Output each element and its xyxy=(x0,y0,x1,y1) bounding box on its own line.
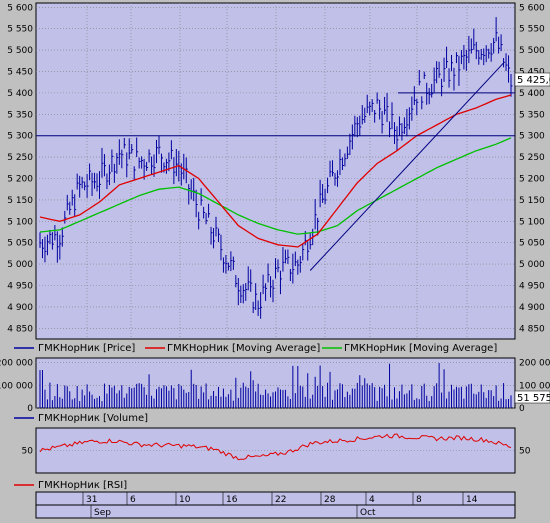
ma-fast-line xyxy=(39,94,512,248)
price-tick-right: 4 950 xyxy=(519,281,545,291)
rsi-tick-right: 50 xyxy=(519,447,531,457)
rsi-tick-left: 50 xyxy=(22,447,34,457)
day-label: 6 xyxy=(130,495,136,505)
price-legend: ГМКНорНик [Price] ГМКНорНик [Moving Aver… xyxy=(14,343,497,354)
price-tick-left: 5 400 xyxy=(7,89,33,99)
price-tick-left: 5 300 xyxy=(7,132,33,142)
volume-tick-right: 0 xyxy=(519,404,525,414)
price-tick-left: 5 050 xyxy=(7,239,33,249)
volume-y-axis-left: 0 100 000 200 000 xyxy=(0,359,33,414)
day-label: 4 xyxy=(369,495,375,505)
price-tick-right: 5 350 xyxy=(519,110,545,120)
price-tick-right: 5 150 xyxy=(519,196,545,206)
volume-bars xyxy=(39,363,512,408)
rsi-plot-area[interactable] xyxy=(35,427,516,474)
price-tick-left: 5 200 xyxy=(7,174,33,184)
volume-tick-right: 200 000 xyxy=(519,359,550,369)
price-last-value-marker: 5 425,0 xyxy=(514,72,550,87)
price-tick-left: 5 100 xyxy=(7,217,33,227)
price-tick-left: 4 850 xyxy=(7,324,33,334)
price-tick-left: 5 500 xyxy=(7,46,33,56)
price-y-axis-left: 4 850 4 900 4 950 5 000 5 050 5 100 5 150 5 200… xyxy=(7,3,33,334)
price-plot-area[interactable] xyxy=(35,2,516,340)
legend-label-price[interactable]: ГМКНорНик [Price] xyxy=(38,343,135,354)
price-tick-left: 5 450 xyxy=(7,67,33,77)
price-tick-right: 5 500 xyxy=(519,46,545,56)
volume-grid xyxy=(36,362,515,409)
price-tick-right: 5 000 xyxy=(519,260,545,270)
day-label: 22 xyxy=(275,495,286,505)
price-tick-right: 5 450 xyxy=(519,67,545,77)
price-tick-right: 5 100 xyxy=(519,217,545,227)
volume-tick-left: 200 000 xyxy=(0,359,33,369)
volume-legend: ГМКНорНик [Volume] xyxy=(14,413,148,424)
day-label: 8 xyxy=(416,495,422,505)
day-label: 14 xyxy=(466,495,478,505)
price-tick-right: 5 400 xyxy=(519,89,545,99)
price-tick-right: 4 850 xyxy=(519,324,545,334)
price-y-axis-right: 4 850 4 900 4 950 5 000 5 050 5 100 5 150 5 200… xyxy=(519,3,545,334)
price-tick-right: 5 600 xyxy=(519,3,545,13)
price-tick-left: 4 900 xyxy=(7,303,33,313)
day-ticks: 31 6 10 16 22 28 4 8 14 xyxy=(82,492,478,505)
month-label: Sep xyxy=(94,508,111,518)
price-tick-right: 5 200 xyxy=(519,174,545,184)
volume-last-value-label: 51 575 xyxy=(517,393,550,404)
month-ticks: Sep Oct xyxy=(90,505,376,518)
legend-label-rsi[interactable]: ГМКНорНик [RSI] xyxy=(38,480,127,491)
day-label: 28 xyxy=(324,495,336,505)
legend-label-ma-fast[interactable]: ГМКНорНик [Moving Average] xyxy=(167,343,320,354)
rsi-y-axis: 50 50 xyxy=(22,447,531,457)
day-label: 31 xyxy=(86,495,97,505)
month-row xyxy=(35,504,516,519)
price-bars xyxy=(39,17,513,319)
volume-y-axis-right: 0 100 000 200 000 xyxy=(519,359,550,414)
price-tick-left: 4 950 xyxy=(7,281,33,291)
price-tick-right: 5 550 xyxy=(519,25,545,35)
price-tick-left: 5 000 xyxy=(7,260,33,270)
price-tick-left: 5 350 xyxy=(7,110,33,120)
price-tick-left: 5 600 xyxy=(7,3,33,13)
ma-slow-line xyxy=(39,137,512,235)
day-label: 16 xyxy=(226,495,238,505)
price-tick-right: 4 900 xyxy=(519,303,545,313)
price-tick-right: 5 300 xyxy=(519,132,545,142)
legend-label-volume[interactable]: ГМКНорНик [Volume] xyxy=(38,413,148,424)
legend-label-ma-slow[interactable]: ГМКНорНик [Moving Average] xyxy=(344,343,497,354)
day-label: 10 xyxy=(179,495,191,505)
trend-line[interactable] xyxy=(309,62,504,271)
date-axis[interactable]: 31 6 10 16 22 28 4 8 14 Sep Oct xyxy=(35,491,516,519)
price-tick-left: 5 250 xyxy=(7,153,33,163)
volume-tick-left: 0 xyxy=(27,404,33,414)
volume-tick-right: 100 000 xyxy=(519,381,550,391)
price-tick-left: 5 550 xyxy=(7,25,33,35)
volume-last-value-marker: 51 575 xyxy=(514,390,550,404)
volume-tick-left: 100 000 xyxy=(0,381,33,391)
price-tick-right: 5 050 xyxy=(519,239,545,249)
price-tick-right: 5 250 xyxy=(519,153,545,163)
month-label: Oct xyxy=(360,508,376,518)
price-tick-left: 5 150 xyxy=(7,196,33,206)
price-last-value-label: 5 425,0 xyxy=(517,75,550,86)
rsi-legend: ГМКНорНик [RSI] xyxy=(14,480,127,491)
rsi-line xyxy=(39,433,512,461)
